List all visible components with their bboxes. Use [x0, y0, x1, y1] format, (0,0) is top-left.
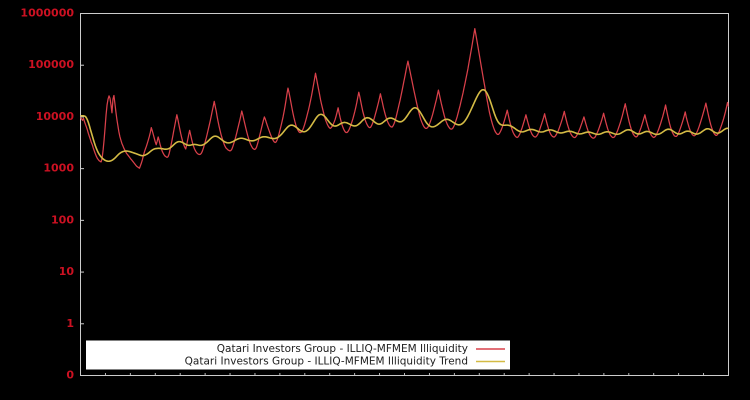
data-series-group	[80, 27, 729, 169]
y-axis-tick-label: 10	[59, 265, 75, 278]
y-axis-tick-label: 10000	[36, 110, 75, 123]
chart-legend[interactable]: Qatari Investors Group - ILLIQ-MFMEM Ill…	[86, 340, 510, 370]
x-axis-minor-ticks	[104, 373, 705, 376]
y-axis-tick-label: 1000	[43, 162, 74, 175]
y-axis-tick-label: 1000000	[20, 7, 74, 20]
y-axis-tick-label: 100000	[28, 58, 74, 71]
legend-entry-label[interactable]: Qatari Investors Group - ILLIQ-MFMEM Ill…	[185, 356, 468, 368]
series-illiquidity-line	[80, 27, 729, 169]
legend-background	[86, 340, 510, 370]
plot-axes-frame	[80, 13, 729, 376]
y-axis-tick-label: 100	[51, 213, 74, 226]
y-axis-tick-label: 1	[66, 317, 74, 330]
series-illiquidity-trend-line	[80, 88, 729, 163]
y-axis-tick-label: 0	[66, 369, 74, 382]
legend-entry-label[interactable]: Qatari Investors Group - ILLIQ-MFMEM Ill…	[217, 343, 468, 355]
